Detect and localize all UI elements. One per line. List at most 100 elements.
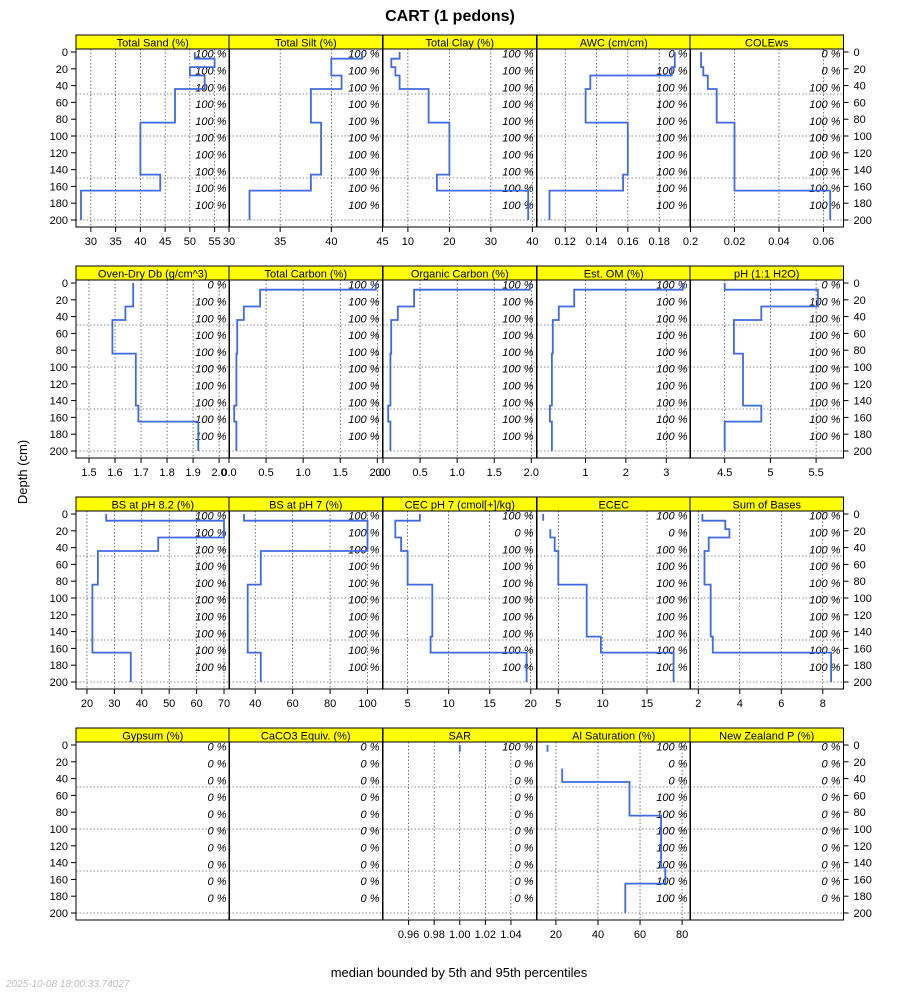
y-tick-label: 140 <box>50 627 68 639</box>
x-tick-label: 5.5 <box>808 467 823 479</box>
y-tick-label: 80 <box>854 114 866 126</box>
pct-label: 100 % <box>195 628 226 640</box>
y-tick-label: 120 <box>854 148 872 160</box>
pct-label: 100 % <box>656 200 687 212</box>
pct-label: 100 % <box>195 511 226 523</box>
pct-label: 100 % <box>656 893 687 905</box>
pct-label: 0 % <box>361 809 380 821</box>
pct-label: 0 % <box>361 775 380 787</box>
y-tick-label: 20 <box>854 295 866 307</box>
median-line <box>91 514 225 682</box>
median-line <box>701 514 832 682</box>
pct-label: 100 % <box>656 611 687 623</box>
x-tick-label: 0.02 <box>724 236 745 248</box>
y-tick-label: 180 <box>854 891 872 903</box>
pct-label: 100 % <box>502 431 533 443</box>
pct-label: 0 % <box>208 775 227 787</box>
pct-label: 100 % <box>656 842 687 854</box>
pct-label: 0 % <box>208 893 227 905</box>
y-tick-label: 160 <box>50 412 68 424</box>
pct-label: 0 % <box>515 876 534 888</box>
pct-label: 100 % <box>348 313 379 325</box>
y-tick-label: 40 <box>854 81 866 93</box>
pct-label: 100 % <box>195 347 226 359</box>
y-tick-label: 20 <box>854 526 866 538</box>
y-tick-label: 60 <box>854 97 866 109</box>
pct-label: 100 % <box>195 65 226 77</box>
x-tick-label: 40 <box>325 236 337 248</box>
pct-label: 100 % <box>656 82 687 94</box>
x-tick-label: 35 <box>274 236 286 248</box>
pct-label: 100 % <box>502 49 533 61</box>
panel-strip-label: Total Carbon (%) <box>264 269 347 281</box>
pct-label: 100 % <box>656 431 687 443</box>
pct-label: 100 % <box>656 183 687 195</box>
y-tick-label: 0 <box>62 47 68 59</box>
y-tick-label: 100 <box>854 362 872 374</box>
pct-label: 0 % <box>822 859 841 871</box>
pct-label: 100 % <box>809 397 840 409</box>
x-tick-label: 45 <box>159 236 171 248</box>
pct-label: 100 % <box>809 645 840 657</box>
pct-label: 100 % <box>656 330 687 342</box>
pct-label: 0 % <box>208 859 227 871</box>
y-tick-label: 160 <box>50 874 68 886</box>
x-tick-label: 100 <box>358 698 376 710</box>
y-tick-label: 40 <box>854 543 866 555</box>
y-tick-label: 120 <box>854 841 872 853</box>
panel-strip-label: AWC (cm/cm) <box>580 38 648 50</box>
pct-label: 100 % <box>195 527 226 539</box>
y-tick-label: 80 <box>854 807 866 819</box>
panel-7: Organic Carbon (%)100 %100 %100 %100 %10… <box>375 265 539 479</box>
y-tick-label: 60 <box>854 328 866 340</box>
panel-border <box>689 510 844 690</box>
y-tick-label: 60 <box>56 790 68 802</box>
x-tick-label: 1.6 <box>107 467 122 479</box>
pct-label: 100 % <box>809 578 840 590</box>
pct-label: 100 % <box>195 149 226 161</box>
pct-label: 0 % <box>208 826 227 838</box>
y-tick-label: 80 <box>56 807 68 819</box>
panel-strip-label: pH (1:1 H2O) <box>734 269 799 281</box>
pct-label: 100 % <box>348 183 379 195</box>
pct-label: 100 % <box>195 431 226 443</box>
y-tick-label: 160 <box>854 874 872 886</box>
y-tick-label: 60 <box>854 559 866 571</box>
pct-label: 100 % <box>809 414 840 426</box>
panel-8: Est. OM (%) 100 % 100 % 100 % 100 % 100 % 100 … <box>536 265 691 479</box>
x-tick-label: 0.16 <box>617 236 638 248</box>
x-tick-label: 20 <box>81 698 93 710</box>
y-tick-label: 20 <box>56 64 68 76</box>
pct-label: 100 % <box>348 380 379 392</box>
panel-10: BS at pH 8.2 (%)100 %100 %100 %100 %100 … <box>50 496 230 710</box>
panel-2: Total Clay (%) 100 % 100 % 100 % 100 % 100 % 1… <box>382 34 538 248</box>
pct-label: 100 % <box>195 183 226 195</box>
panel-strip-label: Gypsum (%) <box>122 731 183 743</box>
pct-label: 100 % <box>656 561 687 573</box>
pct-label: 100 % <box>348 364 379 376</box>
x-tick-label: 10 <box>597 698 609 710</box>
pct-label: 0 % <box>822 809 841 821</box>
x-tick-label: 2.0 <box>211 467 226 479</box>
pct-label: 100 % <box>809 200 840 212</box>
pct-label: 0 % <box>669 775 688 787</box>
panel-strip-label: Total Clay (%) <box>426 38 494 50</box>
pct-label: 0 % <box>515 859 534 871</box>
panel-strip-label: SAR <box>448 731 471 743</box>
pct-label: 0 % <box>515 842 534 854</box>
x-tick-label: 0.18 <box>648 236 669 248</box>
panel-strip-label: New Zealand P (%) <box>719 731 814 743</box>
pct-label: 100 % <box>348 280 379 292</box>
y-tick-label: 160 <box>854 412 872 424</box>
panel-17: SAR 100 % 0 % 0 % 0 % 0 % 0 % 0 % 0 % 0 % 0 % 0.96 0… <box>382 727 537 941</box>
panel-strip-label: BS at pH 7 (%) <box>269 500 342 512</box>
pct-label: 100 % <box>348 99 379 111</box>
pct-label: 100 % <box>656 544 687 556</box>
x-tick-label: 0.06 <box>813 236 834 248</box>
x-tick-label: 0.0 <box>221 467 236 479</box>
y-tick-label: 200 <box>854 677 872 689</box>
pct-label: 100 % <box>656 313 687 325</box>
y-tick-label: 180 <box>854 660 872 672</box>
x-tick-label: 80 <box>324 698 336 710</box>
